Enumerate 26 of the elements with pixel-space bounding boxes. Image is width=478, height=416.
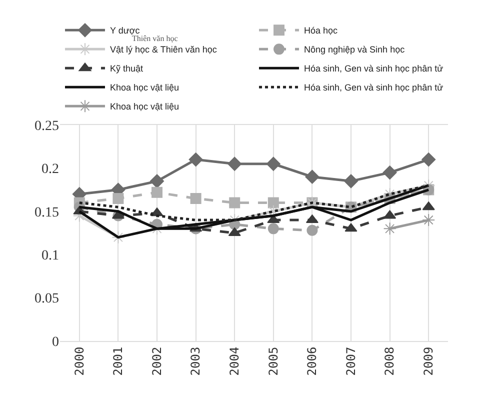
x-tick-label: 2007 [344, 346, 358, 376]
x-tick-label: 2005 [266, 346, 280, 376]
legend-label: Hóa học [304, 26, 338, 36]
y-tick-label: 0 [52, 334, 59, 350]
x-tick-label: 2008 [382, 346, 397, 376]
y-tick-label: 0.05 [34, 292, 59, 307]
y-tick-label: 0.25 [34, 118, 59, 134]
y-tick-label: 0.2 [42, 162, 59, 178]
x-tick-label: 2003 [188, 346, 203, 376]
x-tick-label: 2001 [111, 346, 126, 376]
legend-label: Y dược [110, 26, 140, 36]
legend-label: Nông nghiệp và Sinh học [304, 44, 406, 55]
y-tick-label: 0.1 [42, 248, 59, 264]
legend-label: Khoa học vật liệu [110, 102, 180, 112]
x-tick-label: 2009 [422, 346, 436, 376]
x-tick-label: 2006 [305, 346, 320, 376]
legend-label: Kỹ thuật [110, 64, 144, 74]
legend-label: Hóa sinh, Gen và sinh học phân tử [304, 82, 444, 93]
legend-label: Vật lý học & Thiên văn học [110, 44, 218, 55]
text: Thiên văn học [132, 34, 178, 43]
y-tick-label: 0.15 [34, 205, 59, 220]
legend-label: Khoa học vật liệu [110, 82, 180, 93]
x-tick-label: 2004 [228, 346, 242, 376]
legend-label: Hóa sinh, Gen và sinh học phân tử [304, 64, 444, 74]
x-tick-label: 2002 [150, 346, 164, 376]
x-tick-label: 2000 [72, 346, 86, 376]
